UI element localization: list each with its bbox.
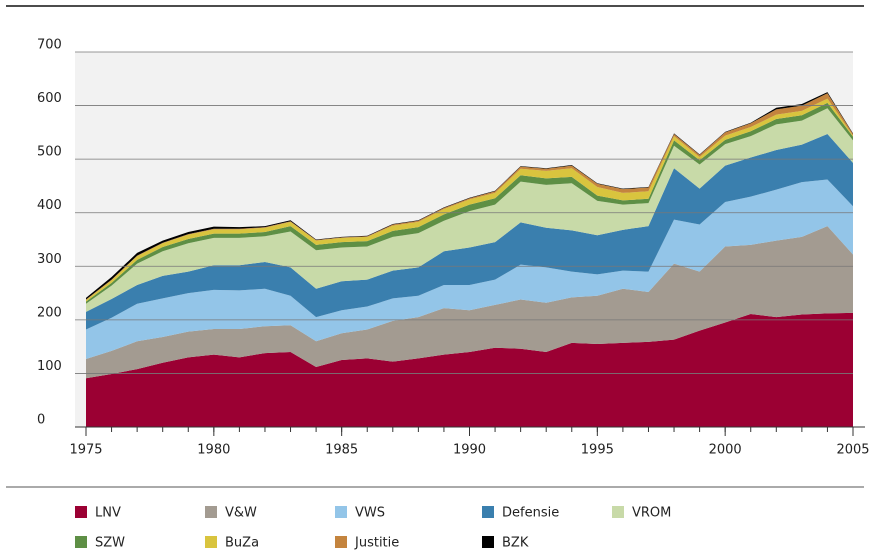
area bbox=[86, 312, 853, 427]
y-tick-label: 500 bbox=[37, 145, 62, 160]
area bbox=[86, 108, 853, 312]
legend-label: BZK bbox=[502, 536, 529, 551]
legend-label: VWS bbox=[355, 506, 385, 521]
x-tick-label: 1990 bbox=[453, 443, 486, 458]
legend-swatch bbox=[75, 506, 87, 518]
y-tick-label: 400 bbox=[37, 198, 62, 213]
legend-label: LNV bbox=[95, 506, 121, 521]
x-tick-label: 1985 bbox=[325, 443, 358, 458]
legend-swatch bbox=[612, 506, 624, 518]
legend-swatch bbox=[205, 536, 217, 548]
y-tick-label: 100 bbox=[37, 359, 62, 374]
x-tick-label: 2005 bbox=[836, 443, 869, 458]
y-tick-label: 700 bbox=[37, 38, 62, 53]
legend-label: BuZa bbox=[225, 536, 259, 551]
legend-swatch bbox=[335, 536, 347, 548]
legend-swatch bbox=[75, 536, 87, 548]
y-tick-label: 600 bbox=[37, 91, 62, 106]
x-tick-label: 1975 bbox=[69, 443, 102, 458]
area bbox=[86, 93, 853, 301]
area bbox=[86, 226, 853, 379]
legend-label: V&W bbox=[225, 506, 257, 521]
area bbox=[86, 179, 853, 359]
legend-swatch bbox=[205, 506, 217, 518]
legend-label: VROM bbox=[632, 506, 671, 521]
area bbox=[86, 98, 853, 302]
x-tick-label: 2000 bbox=[709, 443, 742, 458]
legend-swatch bbox=[482, 536, 494, 548]
x-tick-label: 1980 bbox=[197, 443, 230, 458]
area bbox=[86, 133, 853, 330]
legend-label: Justitie bbox=[354, 536, 399, 551]
legend-label: SZW bbox=[95, 536, 125, 551]
y-tick-label: 0 bbox=[37, 413, 45, 428]
x-tick-label: 1995 bbox=[581, 443, 614, 458]
y-tick-label: 200 bbox=[37, 305, 62, 320]
legend-label: Defensie bbox=[502, 506, 559, 521]
area bbox=[86, 102, 853, 304]
legend-swatch bbox=[482, 506, 494, 518]
y-tick-label: 300 bbox=[37, 252, 62, 267]
legend-swatch bbox=[335, 506, 347, 518]
